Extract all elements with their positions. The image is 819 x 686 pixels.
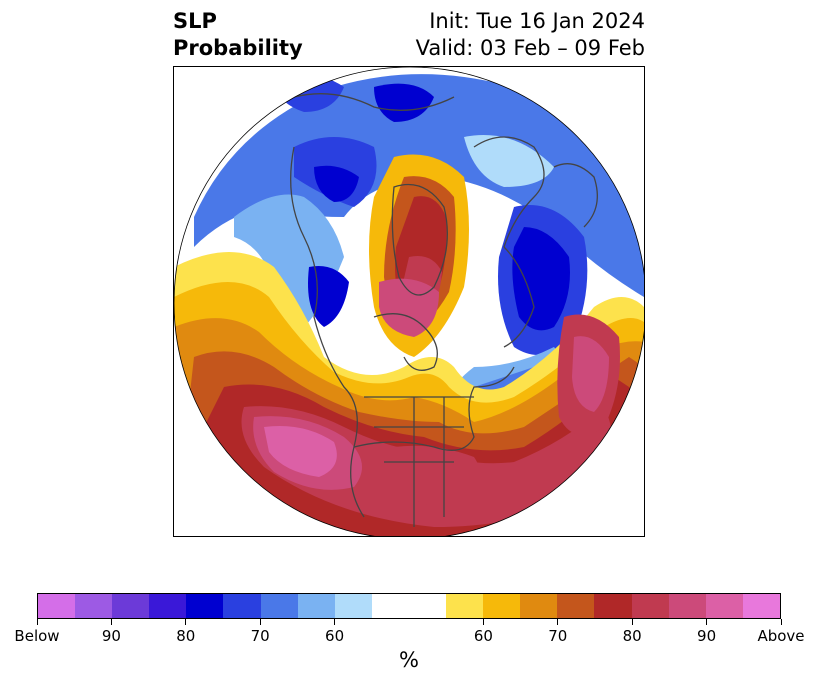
colorbar-tick [631,619,633,625]
colorbar-above-swatch [705,594,743,618]
colorbar-tick [36,619,38,625]
title-variable: SLP [173,9,217,33]
colorbar-below-swatch [223,594,261,618]
probability-map [174,67,644,536]
colorbar-above-swatch [483,594,521,618]
colorbar-below-swatch [260,594,298,618]
colorbar-above-swatch [557,594,595,618]
colorbar-above-swatch [446,594,484,618]
title-left: SLP Probability [173,8,303,62]
colorbar-tick [185,619,187,625]
colorbar-tick-label: 60 [473,627,493,645]
colorbar-units: % [399,648,419,672]
colorbar-above-swatch [594,594,632,618]
title-product: Probability [173,36,303,60]
colorbar-tick-label: 80 [622,627,642,645]
probability-field [174,67,644,536]
colorbar [37,593,781,619]
colorbar-below-swatch [149,594,187,618]
map-panel [173,66,645,537]
coastlines [290,93,598,527]
colorbar-above-swatch [742,594,780,618]
colorbar-tick [780,619,782,625]
colorbar-tick [706,619,708,625]
colorbar-tick [557,619,559,625]
colorbar-tick [259,619,261,625]
colorbar-tick [482,619,484,625]
colorbar-tick [334,619,336,625]
init-date: Init: Tue 16 Jan 2024 [429,9,645,33]
colorbar-tick-label: 70 [548,627,568,645]
colorbar-below-swatch [112,594,150,618]
colorbar-below-swatch [186,594,224,618]
colorbar-tick-label: 80 [176,627,196,645]
colorbar-tick-label: 70 [250,627,270,645]
colorbar-above-swatch [631,594,669,618]
below-normal-region [194,73,644,430]
colorbar-below-swatch [38,594,76,618]
colorbar-below-swatch [297,594,335,618]
colorbar-neutral-swatch [371,594,447,618]
colorbar-tick-label: 60 [325,627,345,645]
title-right: Init: Tue 16 Jan 2024 Valid: 03 Feb – 09… [416,8,645,62]
colorbar-tick-label: 90 [101,627,121,645]
colorbar-below-swatch [75,594,113,618]
colorbar-tick-label: 90 [697,627,717,645]
colorbar-tick [110,619,112,625]
colorbar-tick-label: Above [757,627,805,645]
colorbar-above-swatch [520,594,558,618]
colorbar-tick-label: Below [14,627,60,645]
colorbar-below-swatch [334,594,372,618]
colorbar-above-swatch [668,594,706,618]
valid-range: Valid: 03 Feb – 09 Feb [415,36,645,60]
